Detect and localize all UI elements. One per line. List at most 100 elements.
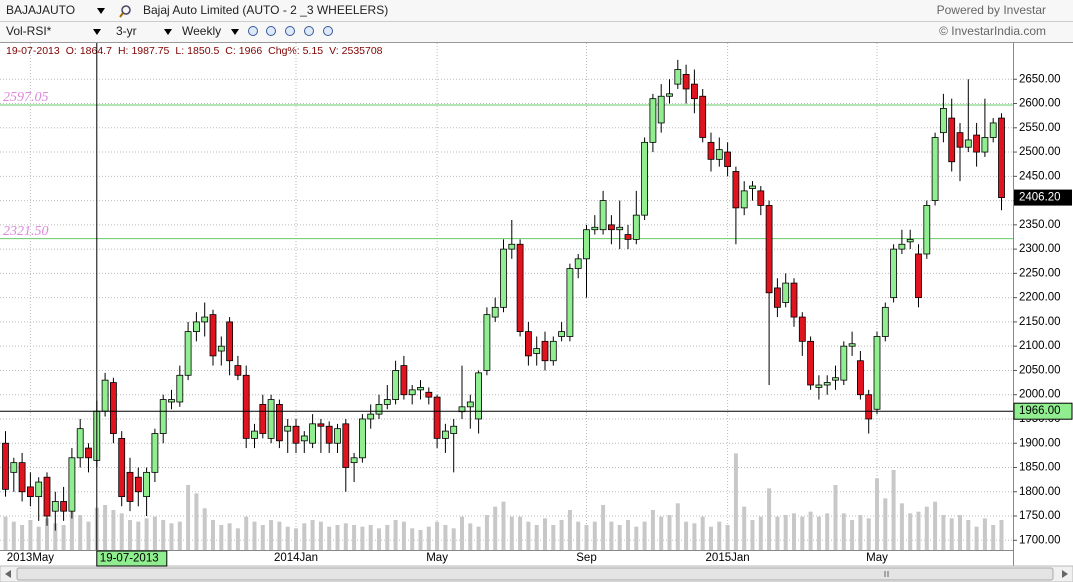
y-tick-label: 2650.00 (1019, 73, 1061, 85)
volume-bar (161, 520, 166, 550)
volume-bar (318, 521, 323, 550)
volume-bar (626, 520, 630, 550)
y-tick-label: 2300.00 (1019, 243, 1061, 255)
crosshair-x-label: 19-07-2013 (100, 553, 159, 565)
volume-bar (28, 520, 33, 550)
volume-bar (69, 511, 74, 550)
candle-body (558, 331, 565, 337)
scrollbar-thumb[interactable] (16, 567, 1054, 581)
volume-bar (377, 528, 381, 550)
info-value: 1987.75 (131, 45, 169, 57)
y-tick-label: 2500.00 (1019, 146, 1061, 158)
copyright: © InvestarIndia.com (939, 24, 1046, 38)
volume-bar (45, 518, 49, 550)
volume-bar (385, 525, 390, 550)
last-price-label: 2406.20 (1019, 192, 1061, 204)
candle-body (466, 401, 474, 408)
volume-bar (202, 508, 207, 550)
candle-body (508, 243, 516, 250)
volume-bar (808, 511, 813, 550)
info-label: H: (118, 45, 129, 57)
candle-body (873, 336, 881, 410)
y-tick-label: 2150.00 (1019, 316, 1061, 328)
volume-bar (252, 521, 257, 550)
candle-body (807, 340, 814, 386)
volume-bar (800, 516, 805, 550)
dropdown-arrow[interactable] (164, 29, 172, 35)
x-axis-strip (0, 550, 1013, 566)
candle-body (292, 425, 300, 444)
candle-body (931, 137, 939, 201)
candle-body (2, 442, 9, 490)
candle-body (350, 457, 358, 464)
candle-body (657, 95, 665, 124)
volume-bar (675, 503, 680, 550)
info-date: 19-07-2013 (6, 45, 60, 57)
period-select[interactable]: 3-yr (116, 24, 137, 38)
volume-bar (518, 516, 523, 550)
candle-body (383, 399, 391, 405)
volume-bar (634, 526, 639, 550)
candle-body (823, 382, 831, 386)
info-value: 1864.7 (80, 45, 112, 57)
candle-body (400, 365, 408, 396)
candle-body (309, 423, 317, 444)
candle-body (176, 374, 184, 403)
scroll-left[interactable] (5, 570, 11, 578)
volume-bar (327, 526, 332, 550)
candle-body (375, 404, 383, 415)
candle-body (632, 214, 640, 240)
candle-body (251, 430, 258, 439)
dropdown-arrow[interactable] (97, 8, 105, 14)
zoom-icons[interactable] (248, 26, 333, 36)
candle-body (774, 287, 781, 308)
candle-body (317, 423, 325, 427)
volume-bar (211, 520, 215, 550)
candle-body (425, 391, 433, 398)
candle-body (691, 83, 698, 100)
volume-bar (128, 520, 132, 550)
volume-bar (767, 488, 772, 550)
volume-bar (484, 515, 489, 550)
candle-body (798, 316, 806, 342)
volume-bar (850, 520, 855, 550)
candle-body (334, 428, 341, 444)
ohlc-info: 19-07-2013 O: 1864.7 H: 1987.75 L: 1850.5 C: 196… (6, 45, 383, 57)
candle-body (740, 190, 748, 209)
volume-bar (974, 526, 979, 550)
volume-bar (468, 523, 473, 550)
volume-bar (111, 510, 116, 550)
volume-bar (725, 525, 730, 550)
candle-body (616, 226, 624, 231)
candle-body (998, 117, 1005, 198)
candle-body (209, 314, 217, 357)
candle-body (591, 226, 599, 231)
search-icon[interactable] (119, 5, 131, 18)
candle-body (782, 282, 790, 303)
volume-bar (501, 501, 506, 550)
info-label: L: (175, 45, 184, 57)
candle-body (923, 205, 931, 255)
volume-bar (269, 520, 274, 550)
scroll-right[interactable] (1062, 570, 1068, 578)
candle-body (192, 321, 200, 333)
volume-bar (559, 520, 564, 550)
dropdown-arrow[interactable] (231, 29, 239, 35)
volume-bar (825, 513, 830, 550)
candle-body (134, 476, 142, 493)
volume-bar (742, 506, 747, 550)
volume-bar (11, 521, 16, 550)
last-price-box (1014, 189, 1072, 206)
volume-bar (933, 501, 938, 550)
x-tick-label: May (426, 552, 448, 564)
volume-bar (78, 515, 83, 550)
indicator-select[interactable]: Vol-RSI* (6, 24, 52, 38)
volume-bar (177, 521, 182, 550)
volume-bar (949, 518, 954, 550)
candle-body (60, 501, 67, 512)
dropdown-arrow[interactable] (93, 29, 101, 35)
symbol-select[interactable]: BAJAJAUTO (6, 3, 75, 17)
candle-body (890, 248, 897, 299)
interval-select[interactable]: Weekly (182, 24, 221, 38)
